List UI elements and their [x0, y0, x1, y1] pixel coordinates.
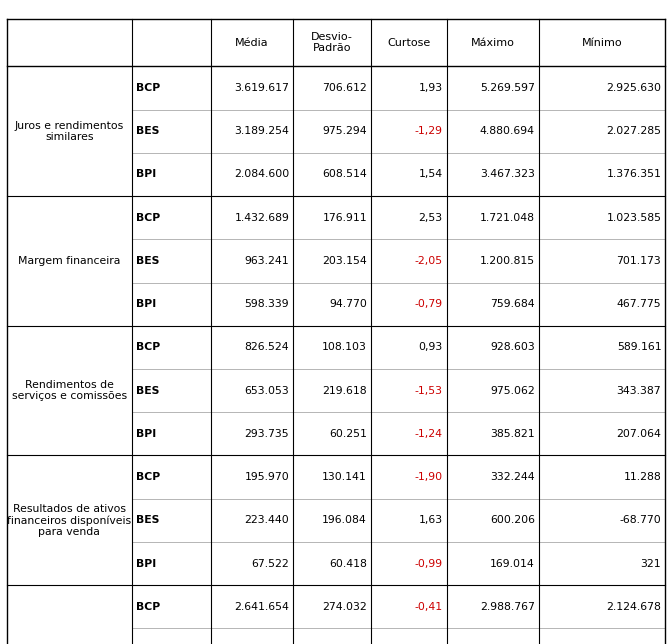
Text: 1.432.689: 1.432.689: [235, 213, 289, 223]
Text: -1,24: -1,24: [415, 429, 443, 439]
Text: 94.770: 94.770: [329, 299, 367, 309]
Text: 60.418: 60.418: [329, 558, 367, 569]
Text: Desvio-
Padrão: Desvio- Padrão: [311, 32, 353, 53]
Text: 826.524: 826.524: [245, 343, 289, 352]
Text: 759.684: 759.684: [491, 299, 535, 309]
Text: Mínimo: Mínimo: [582, 38, 622, 48]
Text: 108.103: 108.103: [322, 343, 367, 352]
Text: BCP: BCP: [136, 601, 160, 612]
Text: 1.721.048: 1.721.048: [480, 213, 535, 223]
Text: BPI: BPI: [136, 169, 156, 180]
Text: 928.603: 928.603: [490, 343, 535, 352]
Text: Margem financeira: Margem financeira: [18, 256, 120, 266]
Text: BCP: BCP: [136, 213, 160, 223]
Text: Curtose: Curtose: [387, 38, 430, 48]
Text: BES: BES: [136, 386, 159, 395]
Text: -0,79: -0,79: [415, 299, 443, 309]
Text: 975.294: 975.294: [323, 126, 367, 137]
Text: 196.084: 196.084: [322, 515, 367, 526]
Text: 195.970: 195.970: [245, 472, 289, 482]
Text: BES: BES: [136, 126, 159, 137]
Text: Resultados de ativos
financeiros disponíveis
para venda: Resultados de ativos financeiros disponí…: [7, 504, 131, 537]
Text: 203.154: 203.154: [322, 256, 367, 266]
Text: 321: 321: [640, 558, 661, 569]
Text: 963.241: 963.241: [245, 256, 289, 266]
Text: -1,53: -1,53: [415, 386, 443, 395]
Text: 608.514: 608.514: [322, 169, 367, 180]
Text: 2.988.767: 2.988.767: [480, 601, 535, 612]
Text: 67.522: 67.522: [251, 558, 289, 569]
Text: 1.376.351: 1.376.351: [606, 169, 661, 180]
Text: BCP: BCP: [136, 83, 160, 93]
Text: -1,90: -1,90: [415, 472, 443, 482]
Text: 589.161: 589.161: [617, 343, 661, 352]
Text: Juros e rendimentos
similares: Juros e rendimentos similares: [15, 120, 124, 142]
Text: 598.339: 598.339: [245, 299, 289, 309]
Text: 3.189.254: 3.189.254: [235, 126, 289, 137]
Text: 60.251: 60.251: [329, 429, 367, 439]
Text: 467.775: 467.775: [617, 299, 661, 309]
Text: 2.027.285: 2.027.285: [606, 126, 661, 137]
Text: BES: BES: [136, 515, 159, 526]
Text: 176.911: 176.911: [323, 213, 367, 223]
Text: 2.925.630: 2.925.630: [606, 83, 661, 93]
Text: 2.084.600: 2.084.600: [234, 169, 289, 180]
Text: 2,53: 2,53: [419, 213, 443, 223]
Text: Máximo: Máximo: [471, 38, 515, 48]
Text: 130.141: 130.141: [322, 472, 367, 482]
Text: 706.612: 706.612: [322, 83, 367, 93]
Text: 1,93: 1,93: [419, 83, 443, 93]
Text: BCP: BCP: [136, 343, 160, 352]
Text: Rendimentos de
serviços e comissões: Rendimentos de serviços e comissões: [11, 380, 127, 401]
Text: 219.618: 219.618: [323, 386, 367, 395]
Text: 1,63: 1,63: [419, 515, 443, 526]
Text: 385.821: 385.821: [491, 429, 535, 439]
Text: 3.619.617: 3.619.617: [235, 83, 289, 93]
Text: -68.770: -68.770: [620, 515, 661, 526]
Text: 653.053: 653.053: [245, 386, 289, 395]
Text: 343.387: 343.387: [617, 386, 661, 395]
Text: 207.064: 207.064: [616, 429, 661, 439]
Text: -1,29: -1,29: [415, 126, 443, 137]
Text: 1.200.815: 1.200.815: [480, 256, 535, 266]
Text: -0,99: -0,99: [415, 558, 443, 569]
Text: BPI: BPI: [136, 429, 156, 439]
Text: BPI: BPI: [136, 299, 156, 309]
Text: 293.735: 293.735: [245, 429, 289, 439]
Text: BCP: BCP: [136, 472, 160, 482]
Text: 0,93: 0,93: [419, 343, 443, 352]
Text: 600.206: 600.206: [490, 515, 535, 526]
Text: 1.023.585: 1.023.585: [606, 213, 661, 223]
Text: 1,54: 1,54: [419, 169, 443, 180]
Text: 5.269.597: 5.269.597: [480, 83, 535, 93]
Text: 2.124.678: 2.124.678: [606, 601, 661, 612]
Text: BES: BES: [136, 256, 159, 266]
Text: 701.173: 701.173: [617, 256, 661, 266]
Text: 3.467.323: 3.467.323: [480, 169, 535, 180]
Text: 4.880.694: 4.880.694: [480, 126, 535, 137]
Text: -2,05: -2,05: [415, 256, 443, 266]
Text: -0,41: -0,41: [415, 601, 443, 612]
Text: 274.032: 274.032: [322, 601, 367, 612]
Text: 2.641.654: 2.641.654: [235, 601, 289, 612]
Text: 332.244: 332.244: [491, 472, 535, 482]
Text: 975.062: 975.062: [490, 386, 535, 395]
Text: 169.014: 169.014: [490, 558, 535, 569]
Text: Média: Média: [235, 38, 269, 48]
Text: 11.288: 11.288: [624, 472, 661, 482]
Text: BPI: BPI: [136, 558, 156, 569]
Text: 223.440: 223.440: [245, 515, 289, 526]
